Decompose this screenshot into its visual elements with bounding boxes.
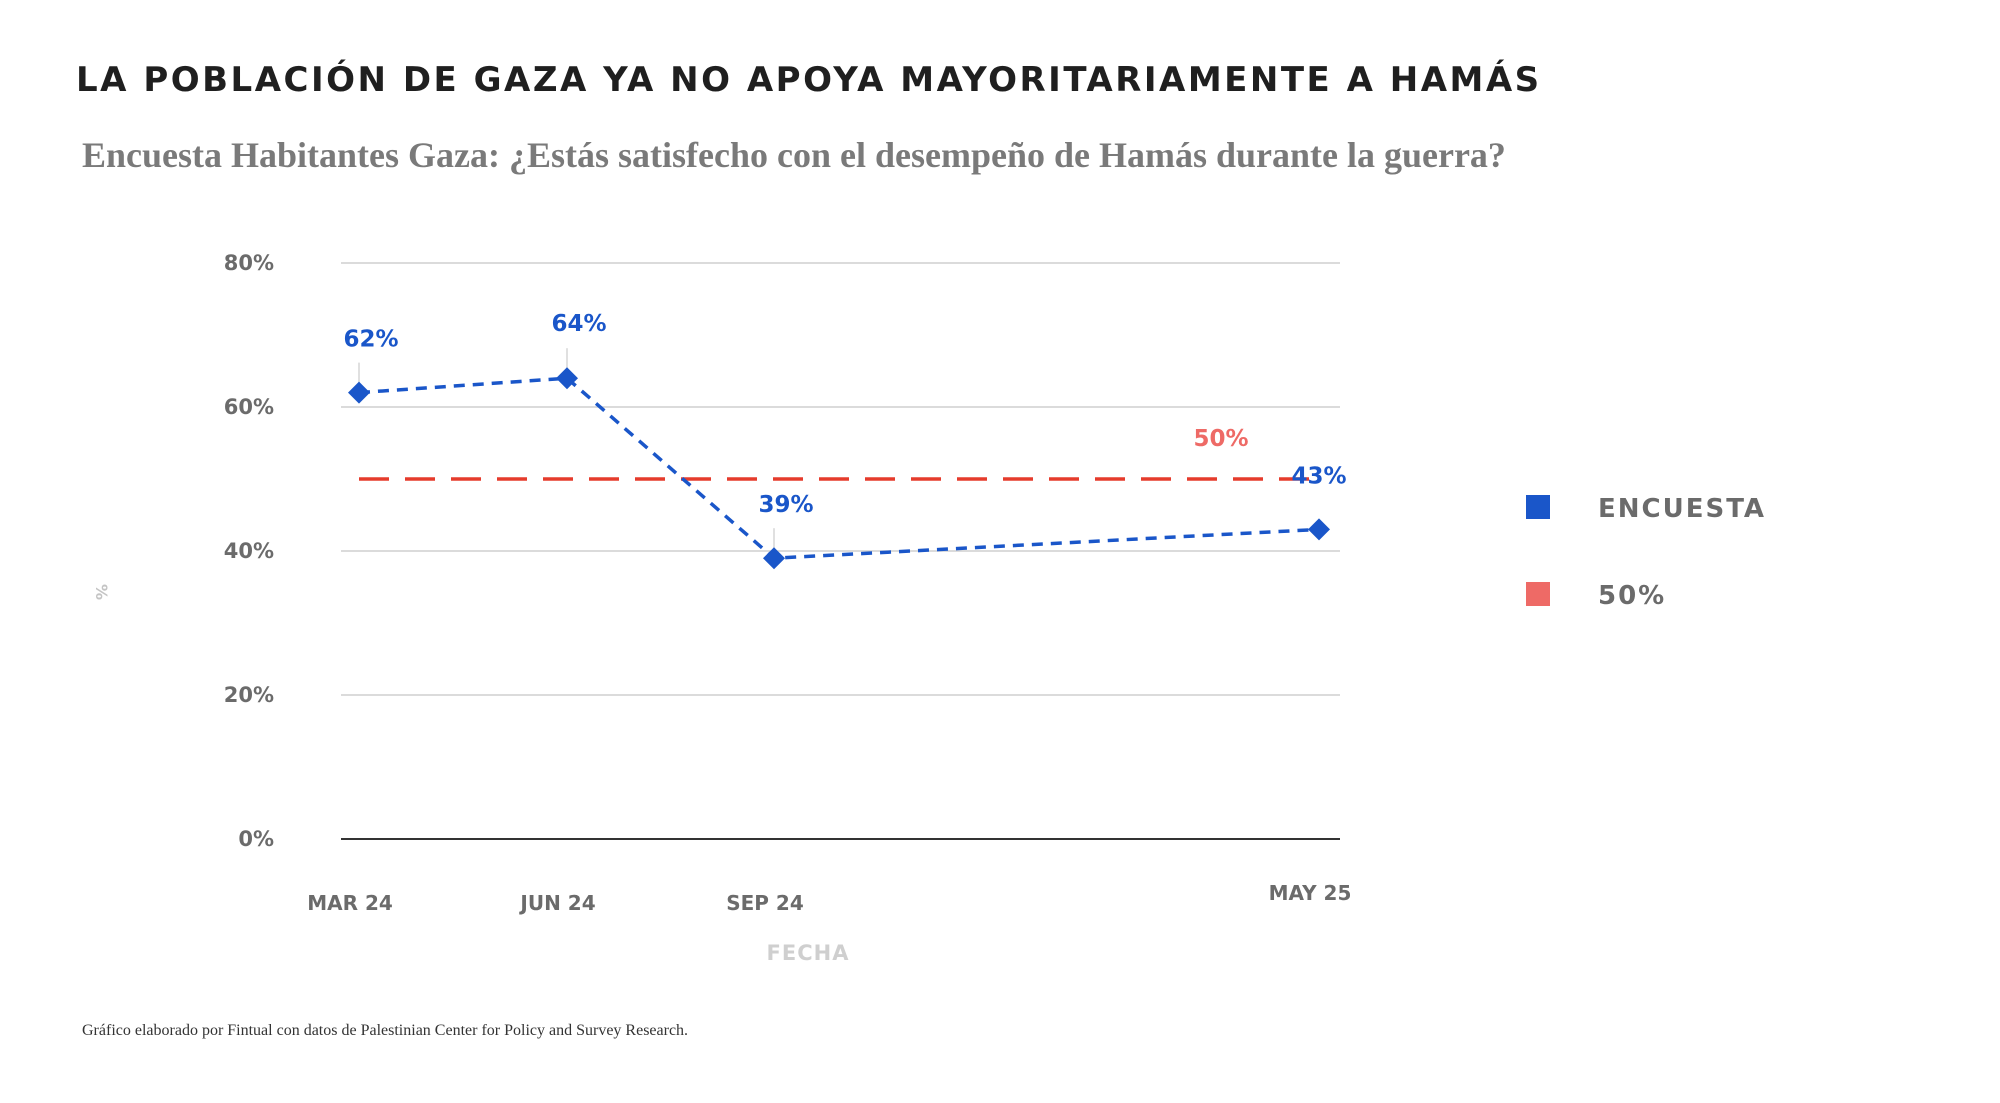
x-tick-label: MAY 25 [1269, 881, 1352, 905]
y-tick-label: 0% [238, 827, 274, 851]
y-axis-ticks: 0% 20% 40% 60% 80% [224, 251, 274, 851]
source-footnote: Gráfico elaborado por Fintual con datos … [82, 1022, 689, 1039]
legend-label: 50% [1598, 581, 1666, 611]
data-label-50: 50% [1193, 426, 1248, 452]
data-point-encuesta [763, 547, 785, 570]
data-label-encuesta: 64% [551, 311, 606, 337]
x-tick-label: MAR 24 [307, 891, 393, 915]
data-label-encuesta: 39% [758, 492, 813, 518]
series-group: 50% 62% 64% 39% 43% [343, 311, 1347, 570]
x-tick-label: JUN 24 [518, 891, 595, 915]
x-axis-title: FECHA [767, 941, 850, 965]
y-axis-title: % [92, 584, 111, 600]
y-tick-label: 80% [224, 251, 274, 275]
legend: ENCUESTA 50% [1526, 494, 1766, 611]
y-tick-label: 20% [224, 683, 274, 707]
chart-subtitle: Encuesta Habitantes Gaza: ¿Estás satisfe… [82, 135, 1506, 175]
y-tick-label: 60% [224, 395, 274, 419]
y-tick-label: 40% [224, 539, 274, 563]
data-point-encuesta [556, 367, 578, 390]
legend-label: ENCUESTA [1598, 494, 1766, 524]
data-point-encuesta [348, 381, 370, 404]
grid-lines [341, 262, 1340, 840]
legend-swatch [1526, 582, 1550, 606]
x-tick-label: SEP 24 [726, 891, 804, 915]
legend-swatch [1526, 495, 1550, 519]
data-point-encuesta [1308, 518, 1330, 541]
series-line-encuesta [358, 376, 1320, 560]
x-axis-ticks: MAR 24 JUN 24 SEP 24 MAY 25 [307, 881, 1351, 915]
data-label-encuesta: 62% [343, 327, 398, 353]
chart-title: LA POBLACIÓN DE GAZA YA NO APOYA MAYORIT… [76, 60, 1542, 100]
data-label-encuesta: 43% [1291, 463, 1346, 489]
